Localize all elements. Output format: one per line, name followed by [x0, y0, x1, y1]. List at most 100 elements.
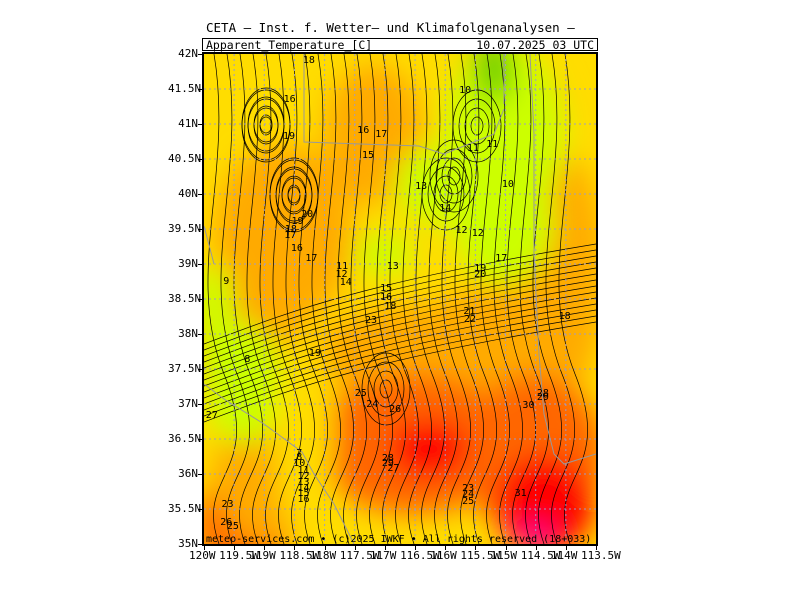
latitude-label: 42N — [178, 47, 198, 60]
color-zone-very_hot — [494, 454, 594, 544]
contour-line — [506, 54, 536, 544]
contour-value-label: 31 — [514, 487, 527, 499]
contour-value-label: 11 — [466, 143, 479, 155]
contour-value-label: 24 — [366, 399, 379, 411]
contour-line — [402, 54, 432, 544]
contour-value-label: 12 — [455, 225, 468, 237]
contour-line — [519, 54, 549, 544]
latitude-label: 40.5N — [168, 152, 202, 165]
state-border-line — [204, 225, 215, 265]
contour-value-label: 22 — [463, 314, 476, 325]
contour-value-label: 8 — [296, 451, 303, 463]
state-border-line — [204, 383, 355, 544]
longitude-tick — [204, 546, 205, 550]
contour-value-label: 11 — [486, 139, 499, 150]
longitude-label: 116W — [430, 549, 457, 562]
contour-line — [441, 54, 471, 544]
contour-value-label: 29 — [536, 392, 549, 404]
longitude-label: 120W — [189, 549, 216, 562]
contour-value-label: 21 — [463, 306, 476, 318]
contour-value-label: 19 — [474, 262, 487, 274]
contour-line — [454, 54, 484, 544]
contour-line — [272, 54, 302, 544]
longitude-tick — [445, 546, 447, 550]
latitude-label: 40N — [178, 187, 198, 200]
contour-value-label: 25 — [226, 520, 239, 532]
state-border-line — [503, 54, 596, 465]
longitude-label: 118.5W — [279, 549, 320, 562]
contour-line — [532, 54, 562, 544]
longitude-tick — [234, 546, 236, 550]
contour-value-label: 26 — [220, 517, 233, 528]
contour-value-label: 20 — [474, 268, 487, 280]
contour-value-label: 17 — [375, 129, 388, 141]
latitude-tick — [198, 299, 202, 300]
subtitle-box: Apparent_Temperature_[C] 10.07.2025 03 U… — [202, 38, 598, 51]
contour-line — [389, 54, 419, 544]
contour-line — [324, 54, 354, 544]
latitude-label: 37N — [178, 397, 198, 410]
contour-ring — [435, 148, 473, 204]
latitude-tick — [198, 159, 202, 160]
contour-value-label: 14 — [439, 203, 452, 215]
contour-line — [493, 54, 523, 544]
contour-line — [204, 309, 596, 411]
contour-ring — [429, 139, 479, 213]
contour-value-label: 18 — [558, 310, 571, 322]
valid-time-label: 10.07.2025 03 UTC — [476, 38, 594, 52]
latitude-tick — [198, 509, 202, 510]
latitude-label: 36.5N — [168, 432, 202, 445]
contour-value-label: 9 — [223, 275, 230, 287]
contour-value-label: 17 — [495, 253, 508, 265]
longitude-label: 116.5W — [400, 549, 440, 562]
contour-line — [204, 321, 596, 423]
contour-value-label: 14 — [339, 276, 352, 288]
contour-value-label: 8 — [244, 353, 251, 365]
contour-value-label: 18 — [284, 223, 297, 235]
weather-map — [202, 52, 598, 546]
contour-value-label: 10 — [501, 178, 514, 190]
color-zone-cold — [476, 54, 512, 104]
contour-value-label: 19 — [283, 130, 296, 142]
contour-value-label: 10 — [459, 85, 472, 97]
contour-ring — [253, 107, 279, 145]
contour-value-label: 17 — [284, 230, 297, 241]
latitude-tick — [198, 264, 202, 265]
latitude-tick — [198, 54, 202, 55]
color-zone-very_hot — [389, 419, 469, 479]
longitude-tick — [475, 546, 477, 550]
latitude-label: 39N — [178, 257, 198, 270]
contour-line — [204, 249, 596, 351]
latitude-tick — [198, 404, 202, 405]
contour-line — [204, 291, 596, 393]
contour-value-label: 7 — [296, 447, 303, 459]
longitude-tick — [384, 546, 386, 550]
latitude-label: 35.5N — [168, 502, 202, 515]
longitude-label: 118W — [309, 549, 337, 562]
longitude-label: 115.5W — [460, 549, 501, 562]
contour-value-label: 16 — [290, 243, 303, 255]
longitude-tick — [354, 546, 356, 550]
contour-value-label: 26 — [389, 404, 402, 416]
contour-line — [545, 54, 575, 544]
copyright-credit: meteo-services.com • (c)2025 IWKF • All … — [206, 534, 592, 545]
longitude-label: 115W — [490, 549, 518, 562]
longitude-label: 114W — [550, 549, 578, 562]
contour-line — [376, 54, 406, 544]
map-title: CETA — Inst. f. Wetter— und Klimafolgena… — [206, 20, 575, 35]
contour-value-label: 23 — [462, 483, 475, 495]
contour-value-label: 23 — [365, 315, 378, 327]
latitude-tick — [198, 474, 202, 475]
contour-line — [204, 243, 596, 345]
latitude-tick — [198, 369, 202, 370]
contour-value-label: 16 — [380, 291, 393, 303]
contour-value-label: 19 — [308, 348, 321, 360]
contour-value-label: 19 — [291, 216, 304, 227]
latitude-label: 41.5N — [168, 82, 202, 95]
contour-value-label: 18 — [302, 55, 315, 66]
longitude-label: 114.5W — [520, 549, 561, 562]
contour-value-label: 11 — [336, 260, 349, 272]
map-canvas — [204, 54, 596, 544]
contour-value-label: 14 — [297, 482, 310, 494]
latitude-tick — [198, 194, 202, 195]
